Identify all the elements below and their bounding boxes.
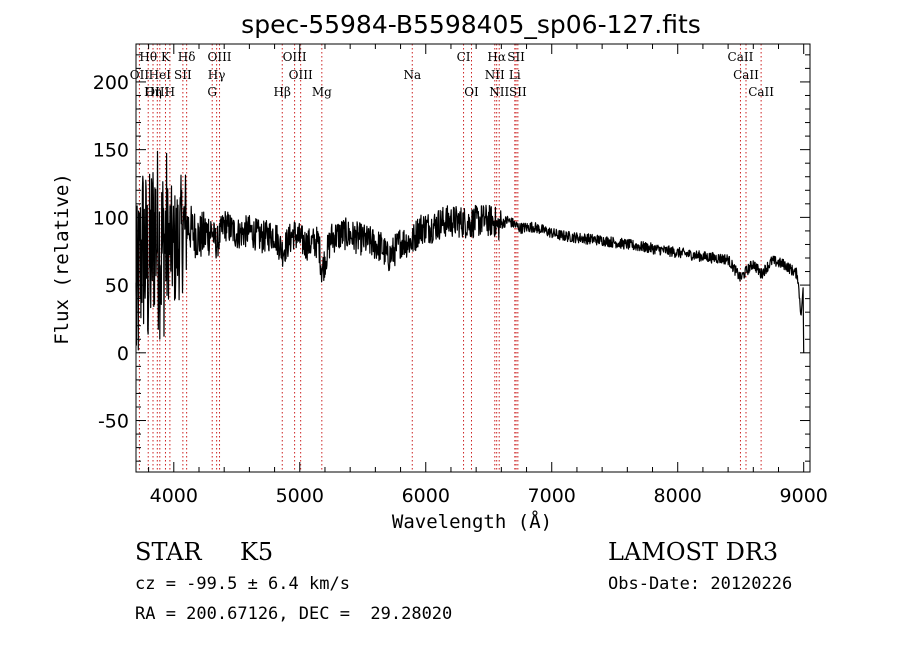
line-marker-label: SII	[174, 68, 192, 82]
x-tick-label: 4000	[150, 485, 198, 507]
x-tick-label: 6000	[402, 485, 450, 507]
chart-title: spec-55984-B5598405_sp06-127.fits	[241, 10, 701, 39]
line-marker-label: Hγ	[208, 68, 226, 82]
x-tick-label: 5000	[276, 485, 324, 507]
line-marker-label: Hη	[144, 85, 162, 99]
x-axis-ticks: 4000 5000 6000 7000 8000 9000	[148, 44, 828, 507]
object-subclass: K5	[240, 538, 274, 566]
y-tick-label: 200	[93, 72, 129, 94]
survey-name: LAMOST DR3	[608, 538, 779, 566]
line-marker-label: OIII	[145, 85, 169, 99]
spectrum-line	[135, 150, 805, 353]
redshift-cz: cz = -99.5 ± 6.4 km/s	[135, 574, 350, 594]
line-marker-label: Hβ	[274, 85, 291, 99]
line-marker-label: OIII	[207, 50, 231, 64]
x-tick-label: 7000	[528, 485, 576, 507]
line-marker-label: CaII	[728, 50, 754, 64]
line-marker-label: Hθ	[139, 50, 157, 64]
y-tick-label: 150	[93, 140, 129, 162]
y-tick-label: 0	[117, 343, 129, 365]
line-marker-label: OIII	[283, 50, 307, 64]
line-marker-label: HeI	[149, 68, 172, 82]
line-marker-label: Hα	[487, 50, 506, 64]
line-marker-label: OIII	[289, 68, 313, 82]
line-marker-label: Na	[403, 68, 421, 82]
x-axis-label: Wavelength (Å)	[392, 510, 552, 533]
line-marker-label: NII	[485, 68, 505, 82]
y-tick-label: 100	[93, 207, 129, 229]
x-tick-label: 9000	[780, 485, 828, 507]
line-marker-label: CaII	[748, 85, 774, 99]
line-marker-label: OII	[130, 68, 150, 82]
line-marker-label: K	[161, 50, 171, 64]
y-tick-label: 50	[105, 275, 129, 297]
line-marker-label: CaII	[733, 68, 759, 82]
object-class: STAR	[135, 538, 202, 566]
line-marker-label: SII	[507, 50, 525, 64]
line-marker-label: CI	[457, 50, 471, 64]
line-marker-label: G	[207, 85, 217, 99]
line-marker-label: Hδ	[178, 50, 196, 64]
y-tick-label: -50	[98, 411, 129, 433]
line-marker-label: Li	[509, 68, 521, 82]
line-marker-label: OI	[464, 85, 479, 99]
line-marker-label: Mg	[312, 85, 332, 99]
y-axis-label: Flux (relative)	[51, 173, 73, 345]
line-marker-label: NII	[489, 85, 509, 99]
x-tick-label: 8000	[654, 485, 702, 507]
y-axis-ticks: -50 0 50 100 150 200	[93, 54, 810, 462]
line-marker-label: H	[165, 85, 175, 99]
spectral-line-markers	[138, 44, 762, 472]
sky-coordinates: RA = 200.67126, DEC = 29.28020	[135, 604, 453, 624]
line-marker-label: SII	[509, 85, 527, 99]
observation-date: Obs-Date: 20120226	[608, 574, 793, 594]
